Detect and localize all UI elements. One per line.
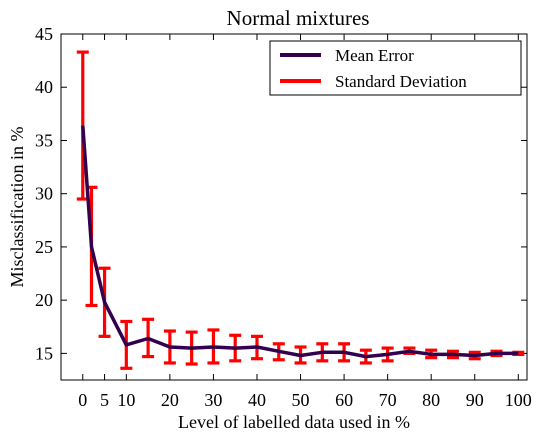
y-axis: 15 20 25 30 35 40 45 <box>35 24 527 363</box>
y-tick-label: 20 <box>35 290 53 310</box>
x-tick-label: 80 <box>422 390 440 410</box>
x-tick-label: 90 <box>466 390 484 410</box>
x-tick-label: 10 <box>117 390 135 410</box>
x-tick-label: 50 <box>292 390 310 410</box>
y-tick-label: 40 <box>35 77 53 97</box>
x-axis: 0 5 10 20 30 40 50 60 70 80 90 100 <box>78 34 532 410</box>
x-tick-label: 60 <box>335 390 353 410</box>
plot-frame <box>60 33 528 381</box>
y-tick-label: 35 <box>35 130 53 150</box>
x-tick-label: 70 <box>379 390 397 410</box>
y-tick-label: 25 <box>35 237 53 257</box>
legend-label-standard-deviation: Standard Deviation <box>335 72 467 91</box>
x-tick-label: 40 <box>248 390 266 410</box>
error-bars <box>76 50 525 370</box>
y-tick-label: 45 <box>35 24 53 44</box>
x-tick-label: 20 <box>161 390 179 410</box>
x-axis-label: Level of labelled data used in % <box>178 412 410 432</box>
plot-area <box>60 33 528 381</box>
x-tick-label: 100 <box>505 390 532 410</box>
chart-title: Normal mixtures <box>227 6 370 30</box>
x-tick-label: 0 <box>78 390 87 410</box>
y-tick-label: 30 <box>35 184 53 204</box>
y-axis-label: Misclassification in % <box>7 127 27 288</box>
x-tick-label: 5 <box>100 390 109 410</box>
series-lines <box>81 125 519 359</box>
legend: Mean Error Standard Deviation <box>269 40 522 96</box>
legend-label-mean-error: Mean Error <box>335 46 414 65</box>
y-tick-label: 15 <box>35 343 53 363</box>
legend-box <box>269 40 522 96</box>
x-tick-label: 30 <box>204 390 222 410</box>
series-line-mean-error <box>81 125 519 359</box>
